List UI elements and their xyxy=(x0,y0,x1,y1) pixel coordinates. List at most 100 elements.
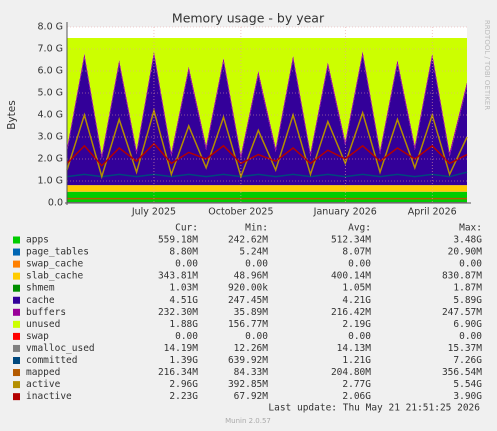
table-cell: 6.90G xyxy=(453,319,482,330)
table-cell: 216.34M xyxy=(158,367,198,378)
legend-label: committed xyxy=(26,355,77,366)
legend-label: slab_cache xyxy=(26,271,83,282)
legend-label: inactive xyxy=(26,391,72,402)
table-cell: 232.30M xyxy=(158,307,198,318)
x-tick-label: April 2026 xyxy=(408,207,457,218)
y-tick-label: 2.0 G xyxy=(38,154,64,165)
y-tick-label: 0.0 xyxy=(48,198,63,209)
table-cell: 0.00 xyxy=(175,331,198,342)
legend-swatch xyxy=(13,260,20,268)
table-cell: 1.88G xyxy=(169,319,198,330)
table-cell: 0.00 xyxy=(459,331,482,342)
legend-swatch xyxy=(13,357,20,364)
table-cell: 392.85M xyxy=(228,379,268,390)
table-cell: 14.19M xyxy=(164,343,199,354)
legend-label: buffers xyxy=(26,307,66,318)
legend-label: page_tables xyxy=(26,247,89,258)
legend-label: shmem xyxy=(26,283,55,294)
legend-swatch xyxy=(13,308,20,316)
legend-swatch xyxy=(13,369,20,377)
table-cell: 12.26M xyxy=(234,343,269,354)
legend-swatch xyxy=(13,320,20,328)
table-cell: 1.39G xyxy=(169,355,198,366)
legend-label: unused xyxy=(26,319,60,330)
legend-swatch xyxy=(13,381,20,389)
legend-label: active xyxy=(26,379,61,390)
table-cell: 216.42M xyxy=(331,307,371,318)
table-cell: 559.18M xyxy=(158,235,198,246)
y-tick-label: 7.0 G xyxy=(38,44,64,55)
table-cell: 2.19G xyxy=(342,319,371,330)
legend-label: vmalloc_used xyxy=(26,343,95,354)
legend-swatch xyxy=(13,344,20,352)
table-cell: 247.45M xyxy=(228,295,268,306)
table-cell: 84.33M xyxy=(234,367,269,378)
y-tick-label: 5.0 G xyxy=(38,88,64,99)
legend-swatch xyxy=(13,236,20,244)
area xyxy=(67,192,467,203)
table-cell: 1.87M xyxy=(453,283,482,294)
y-tick-label: 3.0 G xyxy=(38,132,64,143)
x-tick-label: January 2026 xyxy=(313,207,377,218)
table-cell: 20.90M xyxy=(448,247,483,258)
table-cell: 1.03M xyxy=(169,283,198,294)
legend-swatch xyxy=(13,284,20,292)
area xyxy=(67,50,467,159)
legend-swatch xyxy=(13,332,20,340)
line xyxy=(66,171,468,178)
table-cell: 920.00k xyxy=(228,283,268,294)
table-cell: 343.81M xyxy=(158,271,198,282)
side-text: RRDTOOL / TOBI OETIKER xyxy=(483,20,491,110)
table-cell: 356.54M xyxy=(442,367,482,378)
chart-title: Memory usage - by year xyxy=(172,11,325,26)
x-tick-label: July 2025 xyxy=(131,207,176,218)
legend-swatch xyxy=(13,272,20,280)
legend-label: swap_cache xyxy=(26,259,83,270)
table-header: Max: xyxy=(459,223,482,234)
table-cell: 0.00 xyxy=(245,259,268,270)
table-cell: 639.92M xyxy=(228,355,268,366)
y-axis-label: Bytes xyxy=(6,100,18,129)
table-cell: 512.34M xyxy=(331,235,371,246)
table-cell: 830.87M xyxy=(442,271,482,282)
legend-label: swap xyxy=(26,331,49,342)
x-tick-label: October 2025 xyxy=(208,207,273,218)
table-cell: 2.23G xyxy=(169,391,198,402)
legend-label: apps xyxy=(26,235,49,246)
table-cell: 4.21G xyxy=(342,295,371,306)
legend-label: mapped xyxy=(26,367,60,378)
legend-swatch xyxy=(13,393,20,401)
table-cell: 8.07M xyxy=(342,247,371,258)
table-cell: 400.14M xyxy=(331,271,371,282)
y-tick-label: 4.0 G xyxy=(38,110,64,121)
table-cell: 242.62M xyxy=(228,235,268,246)
table-cell: 156.77M xyxy=(228,319,268,330)
y-tick-label: 6.0 G xyxy=(38,66,64,77)
table-cell: 0.00 xyxy=(245,331,268,342)
table-cell: 2.96G xyxy=(169,379,198,390)
legend-swatch xyxy=(13,296,20,304)
table-cell: 5.24M xyxy=(239,247,268,258)
table-cell: 247.57M xyxy=(442,307,482,318)
table-cell: 8.80M xyxy=(169,247,198,258)
area xyxy=(67,185,467,192)
table-cell: 3.90G xyxy=(453,391,482,402)
table-cell: 204.80M xyxy=(331,367,371,378)
legend-label: cache xyxy=(26,295,55,306)
table-cell: 2.06G xyxy=(342,391,371,402)
table-cell: 15.37M xyxy=(448,343,483,354)
table-cell: 48.96M xyxy=(234,271,269,282)
table-cell: 7.26G xyxy=(453,355,482,366)
area xyxy=(67,55,467,186)
table-cell: 2.77G xyxy=(342,379,371,390)
table-cell: 1.05M xyxy=(342,283,371,294)
y-tick-label: 1.0 G xyxy=(38,176,64,187)
table-cell: 4.51G xyxy=(169,295,198,306)
table-cell: 3.48G xyxy=(453,235,482,246)
table-cell: 0.00 xyxy=(459,259,482,270)
table-cell: 5.89G xyxy=(453,295,482,306)
table-header: Cur: xyxy=(175,223,198,234)
line xyxy=(66,107,468,180)
version: Munin 2.0.57 xyxy=(225,417,271,425)
